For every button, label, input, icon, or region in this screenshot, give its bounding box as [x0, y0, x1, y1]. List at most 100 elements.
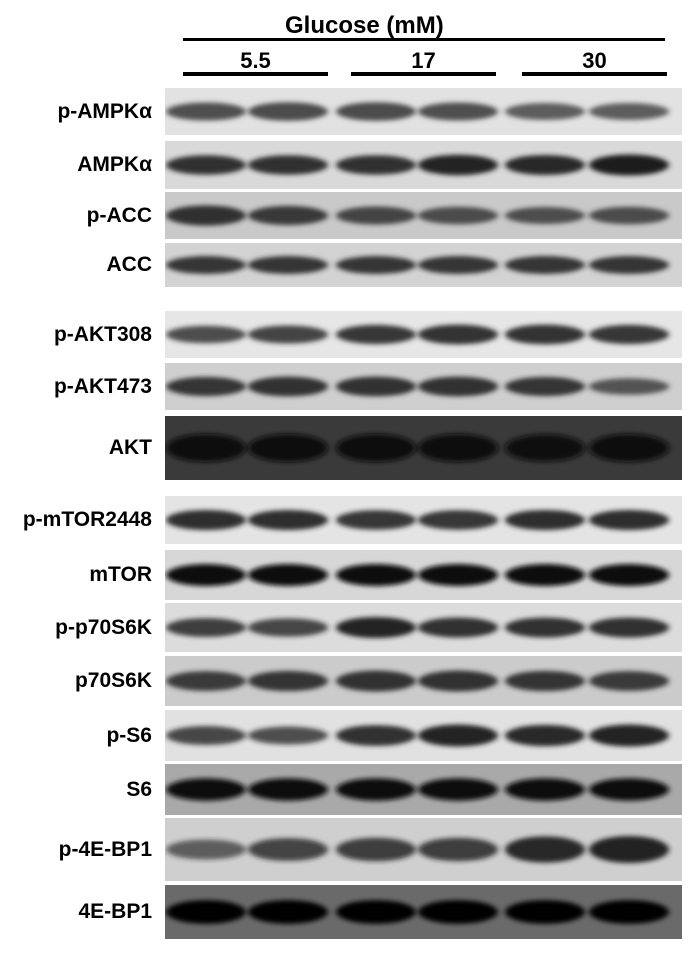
blot-panel [165, 363, 682, 410]
blot-image [165, 88, 682, 135]
glucose-header: Glucose (mM) [285, 12, 444, 39]
blot-image [165, 192, 682, 239]
group-line-low [183, 72, 328, 76]
band-lane-2 [248, 376, 328, 397]
band-lane-3 [336, 778, 416, 801]
blot-label: p-AKT473 [53, 374, 152, 398]
blot-label: p-ACC [86, 203, 152, 227]
band-lane-6 [589, 433, 669, 463]
band-lane-2 [248, 155, 328, 175]
band-lane-6 [589, 564, 669, 586]
blot-image [165, 764, 682, 815]
band-lane-5 [505, 206, 585, 225]
band-lane-5 [505, 509, 585, 531]
band-lane-5 [505, 376, 585, 397]
band-lane-6 [589, 378, 669, 395]
band-lane-1 [166, 155, 246, 175]
band-lane-4 [418, 670, 498, 692]
blot-image [165, 416, 682, 480]
band-lane-5 [505, 836, 585, 863]
blot-image [165, 496, 682, 544]
blot-label: p70S6K [74, 669, 152, 692]
band-lane-3 [336, 155, 416, 175]
band-lane-2 [248, 726, 328, 745]
blot-label: p-4E-BP1 [58, 837, 152, 861]
band-lane-1 [166, 325, 246, 344]
band-lane-5 [505, 256, 585, 274]
band-lane-2 [248, 433, 328, 463]
band-lane-3 [336, 725, 416, 746]
band-lane-2 [248, 900, 328, 924]
band-lane-3 [336, 102, 416, 121]
band-lane-5 [505, 324, 585, 345]
band-lane-6 [589, 724, 669, 747]
blot-label: p-p70S6K [55, 615, 152, 639]
blot-label: ACC [106, 253, 153, 276]
band-lane-2 [248, 325, 328, 344]
band-lane-4 [418, 510, 498, 530]
band-lane-6 [589, 671, 669, 691]
blot-image [165, 363, 682, 410]
band-lane-5 [505, 670, 585, 692]
band-lane-2 [248, 838, 328, 861]
blot-panel [165, 416, 682, 480]
blot-panel [165, 192, 682, 239]
group-line-high [522, 72, 667, 76]
band-lane-3 [336, 837, 416, 862]
band-lane-2 [248, 256, 328, 274]
blot-panel [165, 656, 682, 706]
blot-image [165, 818, 682, 881]
band-lane-3 [336, 616, 416, 639]
band-lane-3 [336, 324, 416, 345]
band-lane-6 [589, 102, 669, 121]
band-lane-6 [589, 324, 669, 345]
band-lane-1 [166, 509, 246, 531]
blot-label: mTOR [89, 563, 152, 586]
band-lane-5 [505, 724, 585, 747]
band-lane-4 [418, 433, 498, 463]
blot-panel [165, 311, 682, 358]
band-lane-2 [248, 509, 328, 531]
band-lane-4 [418, 564, 498, 586]
blot-image [165, 603, 682, 652]
band-lane-6 [589, 206, 669, 225]
band-lane-3 [336, 670, 416, 692]
band-lane-4 [418, 376, 498, 397]
band-lane-5 [505, 102, 585, 121]
band-lane-6 [589, 509, 669, 531]
band-lane-4 [418, 154, 498, 176]
blot-panel [165, 550, 682, 600]
band-lane-4 [418, 617, 498, 638]
band-lane-5 [505, 778, 585, 801]
band-lane-4 [418, 256, 498, 274]
band-lane-2 [248, 102, 328, 121]
band-lane-1 [166, 564, 246, 586]
band-lane-4 [418, 900, 498, 924]
group-label-mid: 17 [411, 48, 436, 73]
glucose-header-bracket [183, 38, 665, 41]
band-lane-2 [248, 205, 328, 226]
band-lane-1 [166, 256, 246, 274]
group-line-mid [351, 72, 496, 76]
band-lane-1 [166, 102, 246, 121]
blot-image [165, 885, 682, 939]
blot-panel [165, 141, 682, 189]
blot-panel [165, 885, 682, 939]
blot-label: AKT [108, 436, 152, 459]
blot-image [165, 141, 682, 189]
blot-label: p-mTOR2448 [22, 508, 152, 531]
band-lane-6 [589, 900, 669, 924]
band-lane-3 [336, 376, 416, 397]
band-lane-5 [505, 617, 585, 638]
group-label-low: 5.5 [240, 48, 271, 73]
band-lane-1 [166, 725, 246, 746]
band-lane-1 [166, 900, 246, 924]
band-lane-4 [418, 778, 498, 801]
band-lane-6 [589, 778, 669, 801]
blot-label: AMPKα [77, 153, 152, 176]
band-lane-6 [589, 835, 669, 864]
band-lane-1 [166, 671, 246, 691]
group-label-high: 30 [582, 48, 607, 73]
band-lane-6 [589, 154, 669, 176]
